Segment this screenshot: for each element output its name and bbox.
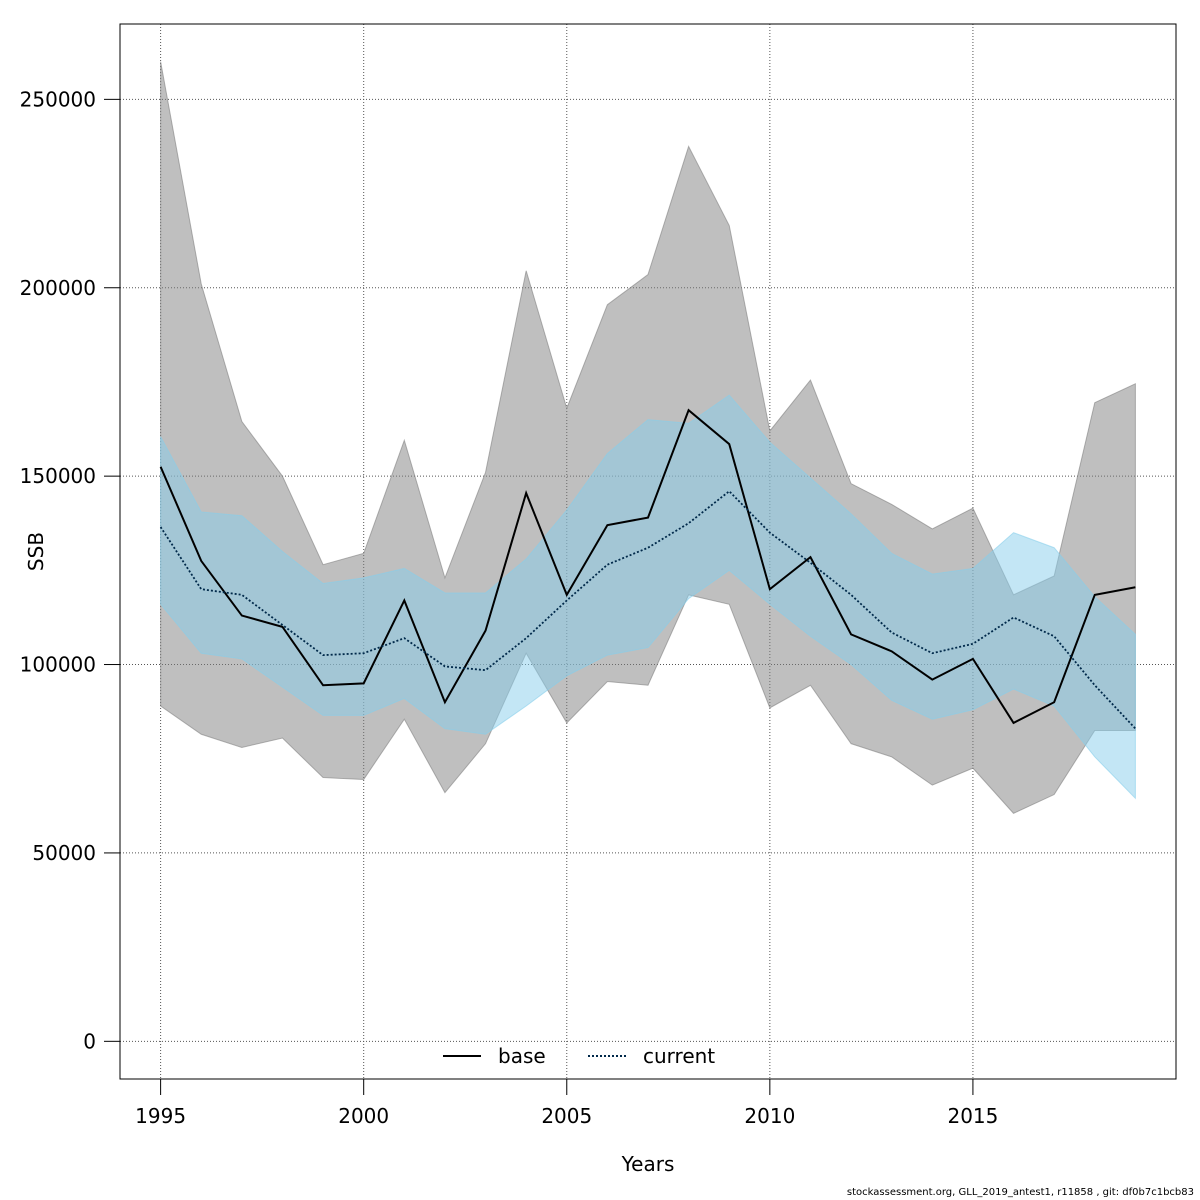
x-tick-label: 2010 <box>744 1104 795 1128</box>
x-tick-label: 2015 <box>947 1104 998 1128</box>
y-tick-label: 250000 <box>20 87 96 111</box>
confidence-bands <box>160 61 1136 814</box>
series-line-current <box>159 490 1137 730</box>
y-tick-label: 0 <box>83 1029 96 1053</box>
x-tick-label: 2005 <box>541 1104 592 1128</box>
legend-label-base: base <box>498 1044 546 1068</box>
x-tick-label: 2000 <box>338 1104 389 1128</box>
x-axis-title: Years <box>621 1152 675 1176</box>
x-tick-label: 1995 <box>135 1104 186 1128</box>
axes: 1995 2000 2005 2010 2015 0 50000 100000 150000 20… <box>20 87 999 1128</box>
y-tick-label: 100000 <box>20 653 96 677</box>
footer-note: stockassessment.org, GLL_2019_antest1, r… <box>846 1187 1194 1198</box>
y-tick-label: 200000 <box>20 276 96 300</box>
y-axis-title: SSB <box>24 532 48 571</box>
legend: base current <box>443 1044 715 1068</box>
y-tick-label: 150000 <box>20 464 96 488</box>
series-line-base <box>159 408 1136 725</box>
series-lines <box>159 408 1137 730</box>
y-tick-label: 50000 <box>32 841 96 865</box>
legend-label-current: current <box>643 1044 715 1068</box>
